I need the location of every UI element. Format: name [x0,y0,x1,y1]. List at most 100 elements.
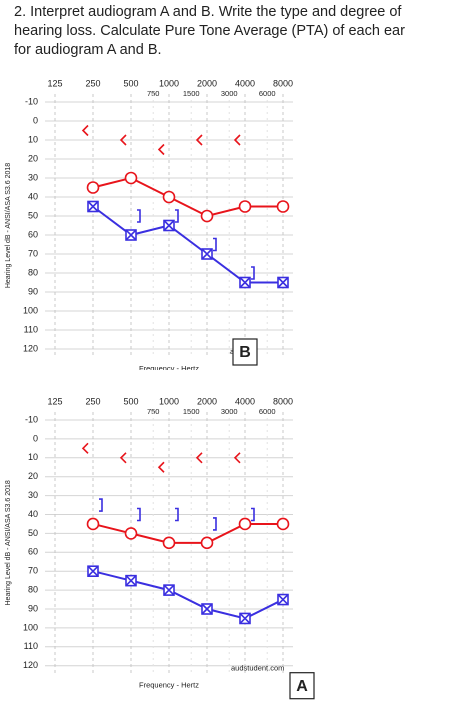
x-tick-label: 500 [123,396,138,406]
y-tick-label: 20 [28,471,38,481]
marker [233,452,241,464]
series-line [92,570,284,620]
audiogram: -10 0 10 20 30 40 50 60 70 80 90 100 110 120 125 250 500… [5,396,315,700]
marker [195,134,203,146]
marker-part [276,200,290,213]
marker-part [81,442,89,454]
marker [125,574,137,587]
x-tick-label: 125 [47,396,62,406]
y-tick-label: 70 [28,566,38,576]
badge-label: A [296,678,308,695]
x-minor-tick-label: 750 [147,89,160,98]
marker-part [125,229,137,241]
audiogram: -10 0 10 20 30 40 50 60 70 80 90 100 110 120 125 250 500… [5,78,293,370]
marker [163,219,175,232]
marker [200,209,214,223]
marker [124,171,138,185]
marker-part [137,507,141,522]
x-tick-label: 4000 [235,78,255,88]
x-tick-label: 1000 [159,78,179,88]
marker-part [87,565,99,577]
marker [175,209,179,223]
marker-part [124,527,138,540]
marker [162,536,176,550]
marker-part [201,248,213,260]
marker-part [99,498,103,512]
marker-part [195,452,203,464]
marker [137,209,141,223]
y-tick-label: 10 [28,452,38,462]
marker-part [175,507,179,522]
marker [137,507,141,522]
marker-part [233,134,241,146]
y-tick-label: 120 [23,660,38,670]
marker-part [276,517,290,531]
marker [175,507,179,522]
x-minor-tick-label: 3000 [221,89,238,98]
series-line [92,176,283,218]
y-tick-label: 70 [28,248,38,258]
marker-part [239,612,251,625]
x-minor-tick-label: 1500 [183,407,200,416]
marker [276,517,290,531]
marker [251,507,255,522]
x-minor-tick-label: 1500 [183,89,200,98]
marker-part [86,181,100,194]
watermark: audstudent.com [231,664,284,673]
y-tick-label: 0 [33,115,38,125]
y-tick-label: 60 [28,547,38,557]
marker [213,517,217,531]
x-tick-label: 4000 [235,396,255,406]
marker [201,248,213,260]
marker [277,276,289,289]
marker [238,200,252,213]
marker-part [175,209,179,223]
marker-part [239,276,251,289]
marker [87,565,99,577]
marker-part [163,584,175,596]
y-tick-label: 80 [28,267,38,277]
y-axis-title: Hearing Level dB - ANSI/ASA S3.6 2018 [5,163,12,288]
y-tick-label: 50 [28,210,38,220]
marker-part [119,452,127,464]
marker [200,536,214,550]
y-tick-label: 50 [28,528,38,538]
marker [162,190,176,204]
y-tick-label: 10 [28,134,38,144]
marker [277,593,289,606]
marker-part [195,134,203,146]
marker [81,124,89,137]
marker [86,517,100,531]
marker [86,181,100,194]
marker-part [213,517,217,531]
marker-part [163,219,175,232]
x-tick-label: 250 [85,396,100,406]
marker [233,134,241,146]
y-tick-label: -10 [25,96,38,106]
y-tick-label: 120 [23,343,38,353]
x-tick-label: 1000 [159,396,179,406]
y-tick-label: 100 [23,305,38,315]
y-tick-label: 100 [23,622,38,632]
y-tick-label: 80 [28,584,38,594]
marker [276,200,290,213]
question-line: hearing loss. Calculate Pure Tone Averag… [14,23,405,39]
marker-part [277,276,289,289]
badge-box [289,672,315,700]
marker-part [162,190,176,204]
marker [251,266,255,280]
x-tick-label: 8000 [273,396,293,406]
marker-part [137,209,141,223]
x-tick-label: 250 [85,78,100,88]
x-minor-tick-label: 6000 [259,89,276,98]
marker-part [200,536,214,550]
x-tick-label: 500 [123,78,138,88]
marker-part [81,124,89,137]
marker-part [213,237,217,252]
marker-part [162,536,176,550]
y-tick-label: 40 [28,509,38,519]
badge-box [232,338,258,366]
marker-part [125,575,137,587]
x-axis-title: Frequency - Hertz [139,681,199,690]
x-tick-label: 2000 [197,78,217,88]
